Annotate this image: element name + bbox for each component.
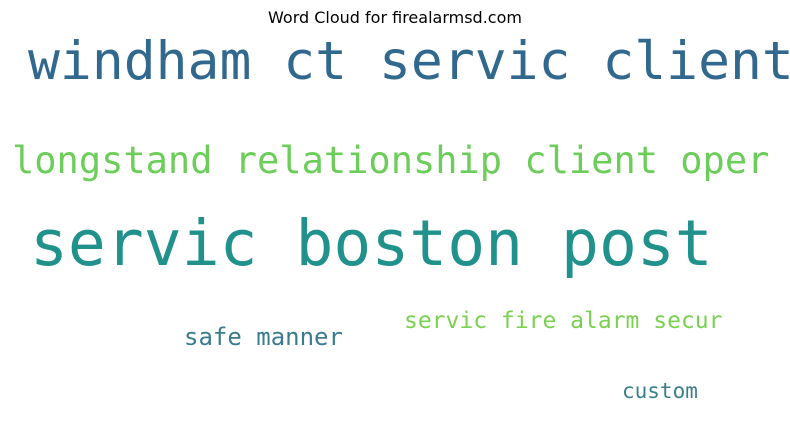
word-windham-ct-servic-client: windham ct servic client — [28, 31, 790, 92]
word-custom: custom — [622, 379, 698, 403]
chart-title: Word Cloud for firealarmsd.com — [268, 8, 522, 27]
word-servic-boston-post: servic boston post — [30, 207, 713, 280]
word-safe-manner: safe manner — [184, 323, 343, 351]
word-longstand-relationship-client-oper: longstand relationship client oper — [12, 139, 770, 182]
word-servic-fire-alarm-secur: servic fire alarm secur — [404, 308, 723, 334]
